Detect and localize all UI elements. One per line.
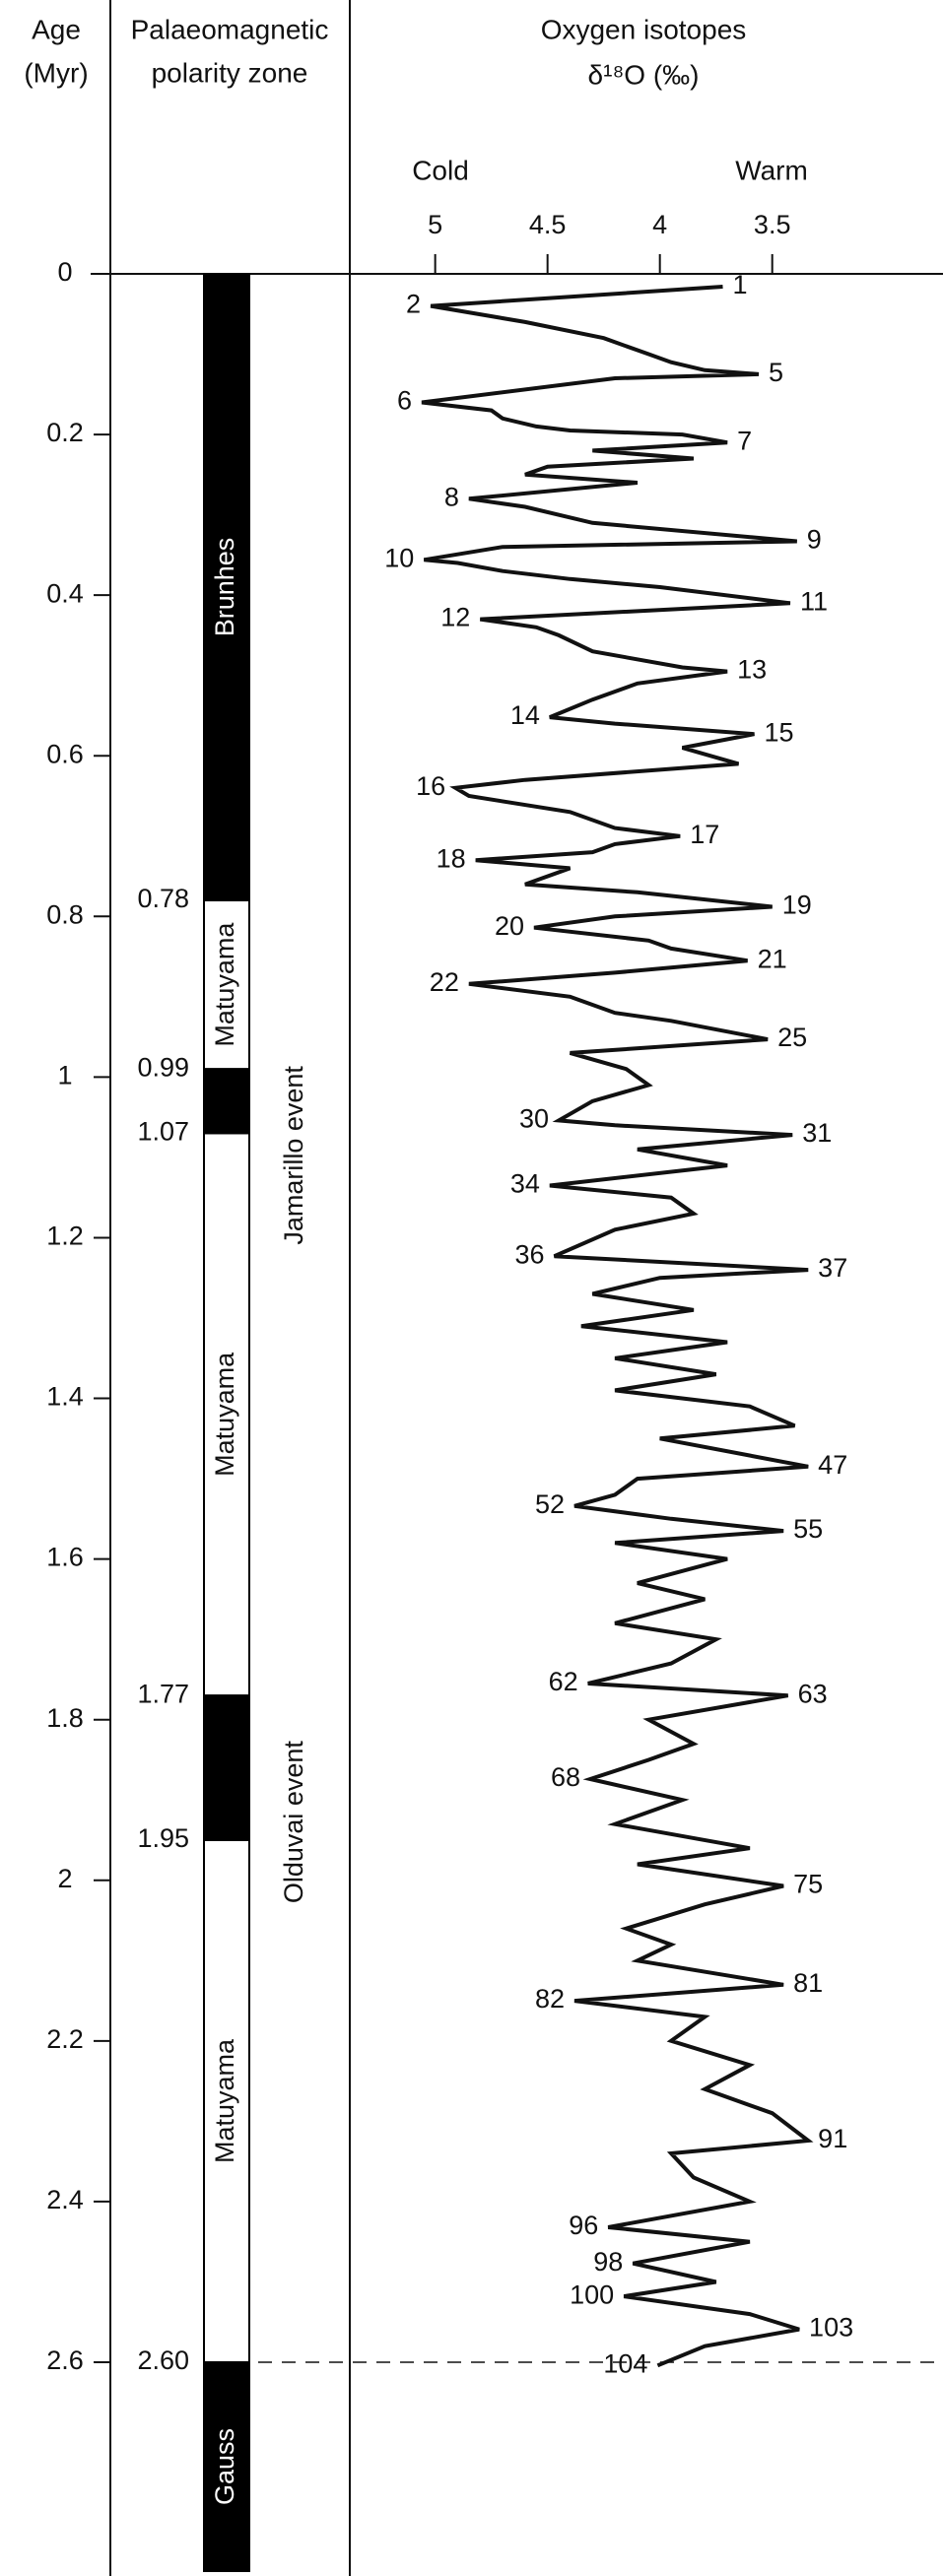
stage-label: 6 [397,386,412,416]
stage-label: 2 [406,290,421,319]
stage-label: 68 [551,1762,580,1792]
stage-label: 19 [782,891,812,920]
stage-label: 13 [737,655,767,685]
y-tick-label: 0 [57,257,72,287]
event-label: Olduvai event [279,1741,308,1904]
boundary-label: 2.60 [137,2345,189,2375]
stage-label: 47 [818,1450,847,1480]
stage-label: 81 [793,1968,823,1998]
y-tick-label: 2 [57,1864,72,1893]
stage-label: 36 [514,1239,544,1269]
polarity-zone [203,1839,250,2363]
polarity-zone [203,1068,250,1135]
stage-label: 34 [510,1169,540,1199]
y-tick-label: 1.4 [46,1382,84,1412]
stage-label: 7 [737,426,752,455]
polarity-zone [203,1694,250,1841]
y-tick-label: 1 [57,1061,72,1090]
warm-label: Warm [735,155,808,185]
x-tick-label: 5 [428,210,442,239]
x-tick-label: 4 [652,210,667,239]
stage-label: 20 [495,911,524,941]
polarity-zone [203,2361,250,2572]
chart-title: Oxygen isotopes [541,14,747,44]
isotope-line [421,285,814,2368]
event-label: Jamarillo event [279,1066,308,1245]
zone-label: Matuyama [210,1352,239,1477]
y-tick-label: 1.6 [46,1543,84,1572]
stage-label: 104 [603,2348,647,2378]
stage-label: 25 [777,1023,807,1052]
age-header: Age [32,14,81,44]
stage-label: 22 [430,967,459,997]
x-tick-label: 4.5 [529,210,567,239]
stage-label: 1 [733,270,748,299]
stage-label: 96 [569,2211,598,2240]
polarity-zone [203,273,250,901]
y-tick-label: 2.2 [46,2024,84,2054]
y-tick-label: 0.6 [46,739,84,768]
stage-label: 52 [535,1489,565,1519]
cold-label: Cold [412,155,469,185]
stage-label: 9 [807,525,822,555]
stage-label: 8 [444,482,459,511]
stage-label: 75 [793,1870,823,1899]
polarity-header: Palaeomagnetic [131,14,329,44]
stage-label: 103 [809,2313,853,2343]
y-tick-label: 0.2 [46,418,84,447]
polarity-header: polarity zone [152,57,308,88]
y-tick-label: 1.8 [46,1703,84,1733]
zone-label: Gauss [210,2428,239,2505]
stage-label: 37 [818,1253,847,1283]
boundary-label: 1.77 [137,1679,189,1708]
x-tick-label: 3.5 [754,210,791,239]
boundary-label: 0.99 [137,1052,189,1082]
stage-label: 55 [793,1514,823,1544]
stage-label: 15 [764,717,793,747]
stage-label: 98 [593,2247,623,2277]
y-tick-label: 1.2 [46,1222,84,1251]
stage-label: 31 [802,1118,832,1148]
stage-label: 17 [690,820,719,849]
stage-label: 21 [758,944,787,973]
boundary-label: 1.95 [137,1823,189,1853]
stage-label: 82 [535,1984,565,2014]
stage-label: 14 [510,700,540,730]
stage-label: 16 [416,771,445,801]
boundary-label: 0.78 [137,884,189,913]
polarity-zone [203,899,250,1071]
stage-label: 63 [798,1679,828,1708]
stage-label: 91 [818,2124,847,2153]
boundary-label: 1.07 [137,1117,189,1147]
stage-label: 100 [570,2279,614,2309]
zone-label: Matuyama [210,2038,239,2163]
y-tick-label: 2.6 [46,2345,84,2375]
zone-label: Matuyama [210,922,239,1047]
stage-label: 30 [519,1104,549,1134]
stage-label: 5 [769,358,783,387]
age-header: (Myr) [24,57,88,88]
stage-label: 62 [549,1667,578,1696]
zone-label: Brunhes [210,538,239,637]
stage-label: 10 [384,543,414,572]
y-tick-label: 0.4 [46,578,84,608]
stage-label: 18 [437,843,466,873]
y-tick-label: 0.8 [46,899,84,929]
stage-label: 12 [440,603,470,632]
polarity-zone [203,1132,250,1697]
stage-label: 11 [800,586,828,616]
x-axis-label: δ¹⁸O (‰) [588,59,700,90]
y-tick-label: 2.4 [46,2185,84,2214]
